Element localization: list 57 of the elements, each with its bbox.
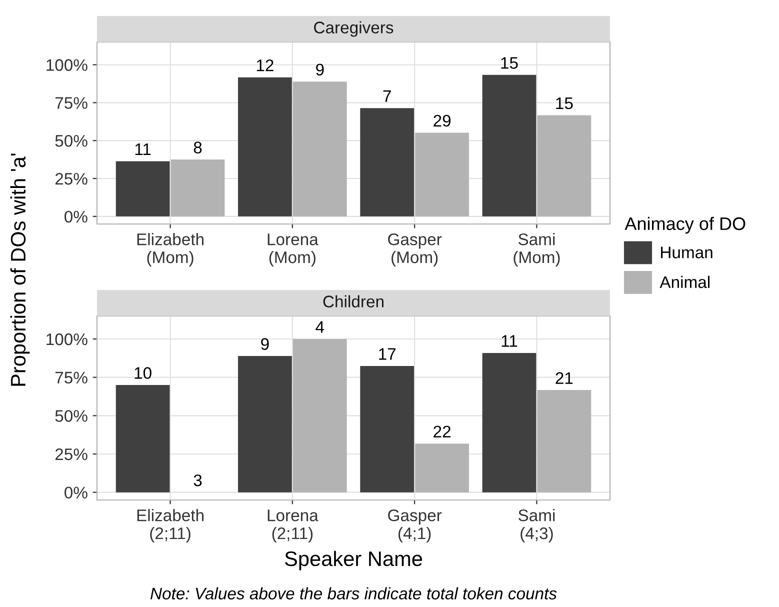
bar xyxy=(116,385,170,492)
bar xyxy=(360,108,414,216)
annotation: 11 xyxy=(135,144,151,155)
annotation: 11 xyxy=(502,335,518,347)
annotation: 15 xyxy=(556,98,573,110)
annotation: 3 xyxy=(194,474,202,486)
annotation: 9 xyxy=(261,338,269,350)
bar xyxy=(482,352,536,492)
x-tick-label: Lorena (2;11) xyxy=(268,510,318,543)
y-tick-label: 100% xyxy=(46,333,88,346)
annotation: 7 xyxy=(383,90,391,102)
legend-title: Animacy of DO xyxy=(624,216,746,234)
x-tick-label: Sami (4;3) xyxy=(518,509,555,543)
annotation: 8 xyxy=(194,142,202,154)
bar xyxy=(292,82,347,216)
annotation: 29 xyxy=(434,114,451,127)
bar xyxy=(292,339,347,492)
x-tick-label: Elizabeth (2;11) xyxy=(137,509,204,543)
annotation: 10 xyxy=(134,367,152,379)
bar xyxy=(415,132,469,216)
x-tick-label: Elizabeth (Mom) xyxy=(137,233,204,267)
annotation: 21 xyxy=(556,372,573,384)
x-tick-label: Sami (Mom) xyxy=(514,233,560,267)
bar xyxy=(170,160,225,216)
x-tick-label: Lorena (Mom) xyxy=(268,234,318,267)
y-tick-label: 100% xyxy=(46,59,88,71)
bar xyxy=(360,366,414,492)
y-tick-label: 25% xyxy=(55,448,88,460)
bar xyxy=(537,390,592,492)
text: Note: Values above the bars indicate total token counts xyxy=(150,587,557,600)
y-tick-label: 75% xyxy=(55,372,88,384)
y-tick-label: 75% xyxy=(55,97,88,109)
y-tick-label: 0% xyxy=(64,210,88,223)
y-tick-label: 50% xyxy=(55,410,88,422)
y-tick-label: 50% xyxy=(55,134,88,147)
annotation: 15 xyxy=(501,57,518,69)
annotation: 22 xyxy=(434,426,450,438)
x-axis-title: Speaker Name xyxy=(284,550,422,570)
x-tick-label: Gasper (4;1) xyxy=(388,509,442,543)
bar xyxy=(238,77,292,216)
bar xyxy=(238,356,292,492)
y-tick-label: 0% xyxy=(64,486,88,499)
bar xyxy=(482,74,536,216)
annotation: 4 xyxy=(316,321,324,333)
x-tick-label: Gasper (Mom) xyxy=(388,233,442,267)
annotation: 17 xyxy=(379,348,396,360)
chart-title: Caregivers xyxy=(314,21,394,37)
bar xyxy=(537,115,592,216)
y-tick-label: 25% xyxy=(55,172,88,185)
chart-title: Children xyxy=(323,295,384,308)
legend-label: Animal xyxy=(660,276,710,288)
annotation: 9 xyxy=(316,64,324,76)
legend-label: Human xyxy=(661,246,712,258)
bar xyxy=(415,444,469,492)
y-axis-title: Proportion of DOs with 'a' xyxy=(10,154,30,386)
bar xyxy=(116,161,170,216)
annotation: 12 xyxy=(256,59,274,72)
